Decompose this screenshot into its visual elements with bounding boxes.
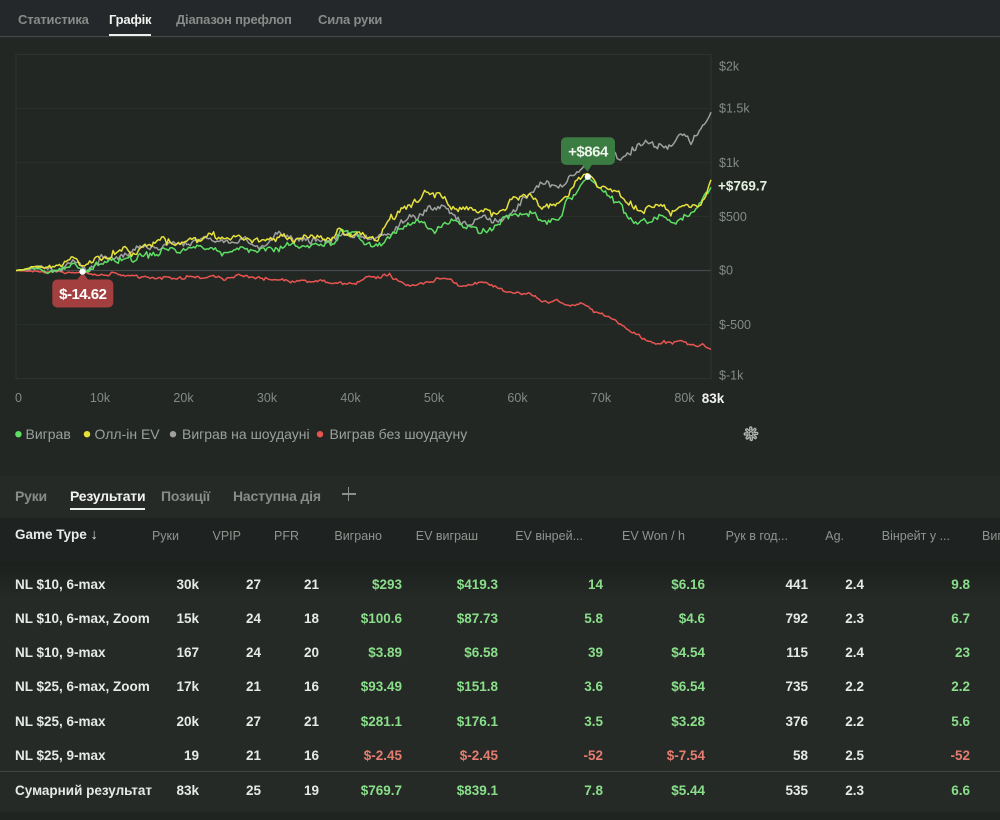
svg-text:$-14.62: $-14.62 <box>59 286 107 303</box>
svg-text:20k: 20k <box>173 391 194 405</box>
svg-text:0: 0 <box>15 391 22 405</box>
svg-text:40k: 40k <box>340 391 361 405</box>
svg-text:$-500: $-500 <box>719 318 751 332</box>
svg-text:10k: 10k <box>90 391 111 405</box>
svg-text:$1k: $1k <box>719 156 740 170</box>
svg-text:+$769.7: +$769.7 <box>718 179 767 194</box>
svg-text:Виграв на шоудауні: Виграв на шоудауні <box>182 426 310 442</box>
svg-text:$0: $0 <box>719 264 733 278</box>
svg-text:$-1k: $-1k <box>719 369 744 383</box>
svg-text:60k: 60k <box>507 391 528 405</box>
svg-text:Виграв без шоудауну: Виграв без шоудауну <box>330 426 468 442</box>
svg-text:+$864: +$864 <box>568 144 609 161</box>
svg-text:50k: 50k <box>424 391 445 405</box>
svg-text:Олл-ін EV: Олл-ін EV <box>95 426 161 442</box>
svg-text:$500: $500 <box>719 210 747 224</box>
svg-text:30k: 30k <box>257 391 278 405</box>
svg-text:$2k: $2k <box>719 60 740 74</box>
svg-text:83k: 83k <box>702 391 725 406</box>
svg-text:Виграв: Виграв <box>26 426 71 442</box>
svg-text:80k: 80k <box>674 391 695 405</box>
svg-text:70k: 70k <box>591 391 612 405</box>
svg-text:$1.5k: $1.5k <box>719 102 750 116</box>
